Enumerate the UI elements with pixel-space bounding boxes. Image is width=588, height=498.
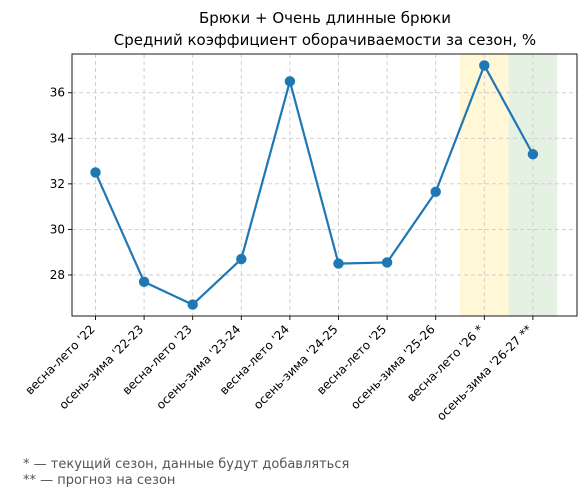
y-tick-label-4: 36 — [50, 86, 65, 100]
data-point-5 — [333, 258, 344, 269]
data-point-0 — [90, 167, 101, 178]
x-tick-label-7: осень-зима '25-26 — [348, 322, 438, 412]
footnote-forecast: ** — прогноз на сезон — [23, 473, 176, 488]
x-tick-label-9: осень-зима '26-27 ** — [434, 322, 535, 423]
data-point-8 — [479, 60, 490, 71]
data-point-4 — [284, 76, 296, 87]
data-point-2 — [187, 299, 198, 310]
series-line-0 — [94, 64, 534, 306]
x-tick-label-1: осень-зима '22-23 — [56, 322, 146, 412]
y-tick-label-2: 32 — [50, 177, 65, 191]
chart-title-line-1: Брюки + Очень длинные брюки — [199, 9, 451, 27]
footnote-current-season: * — текущий сезон, данные будут добавлят… — [23, 457, 350, 472]
data-point-1 — [138, 276, 150, 288]
plot-frame — [71, 53, 578, 317]
y-tick-label-1: 30 — [50, 222, 65, 236]
highlight-band-0 — [460, 54, 509, 316]
y-tick-label-3: 34 — [50, 131, 65, 145]
chart-title-line-2: Средний коэффициент оборачиваемости за с… — [114, 31, 536, 49]
y-tick-label-0: 28 — [50, 268, 65, 282]
highlight-band-1 — [508, 54, 558, 316]
data-point-9 — [527, 149, 539, 160]
x-tick-label-3: осень-зима '23-24 — [154, 322, 244, 412]
data-point-3 — [236, 253, 247, 265]
data-point-6 — [381, 257, 393, 268]
x-tick-label-5: осень-зима '24-25 — [251, 322, 341, 412]
data-point-7 — [430, 186, 441, 198]
